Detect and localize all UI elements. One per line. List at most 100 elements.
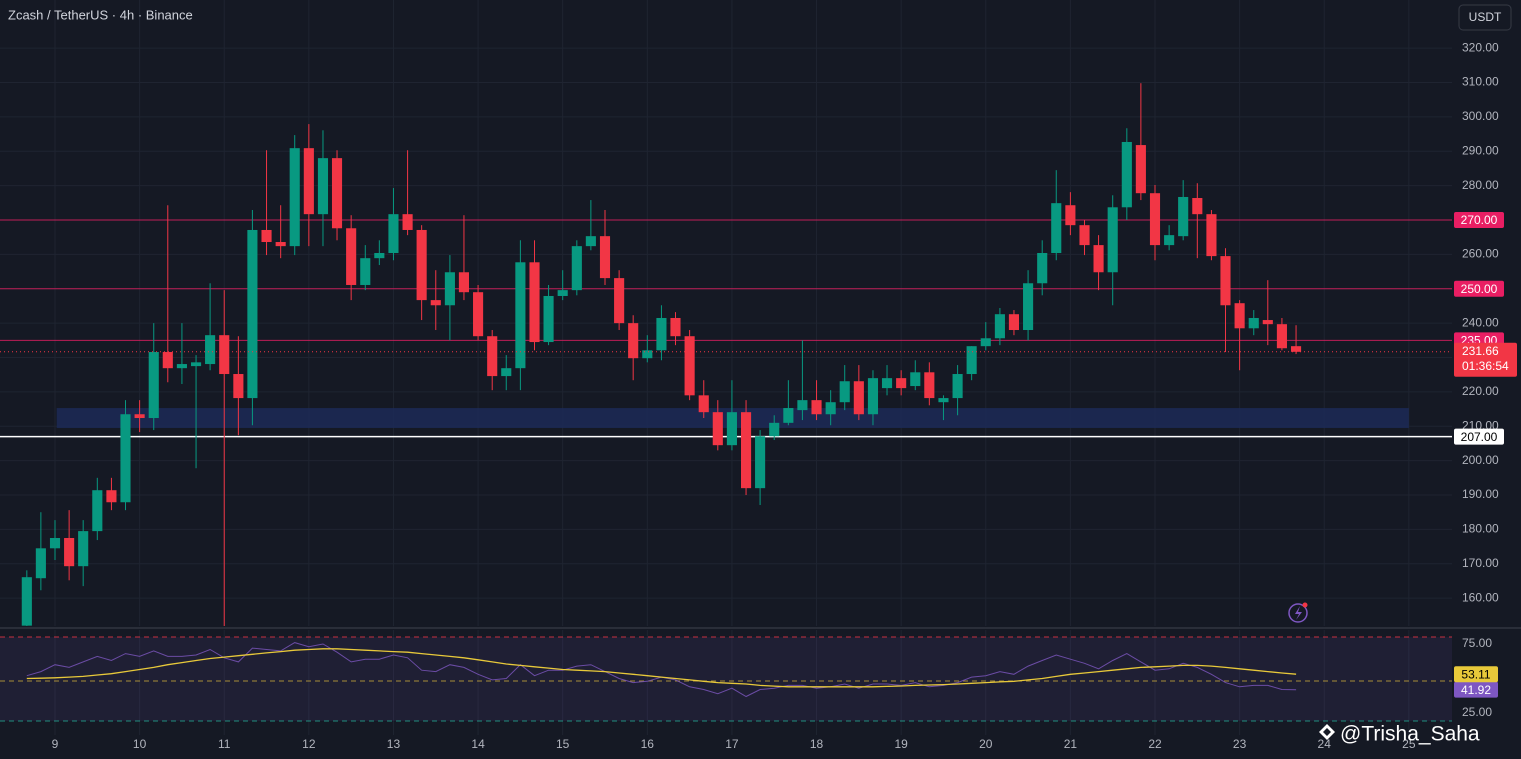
candle-body xyxy=(1220,256,1231,306)
candle-body xyxy=(473,292,484,337)
candle-body xyxy=(769,422,780,437)
candle-body xyxy=(1192,198,1203,215)
candle-body xyxy=(1178,196,1189,237)
candle-body xyxy=(444,272,455,306)
value-box xyxy=(1454,666,1498,683)
candle-body xyxy=(303,148,314,215)
candle-body xyxy=(92,490,103,532)
grid xyxy=(0,0,1452,735)
y-tick-label: 260.00 xyxy=(1462,247,1499,261)
candle-body xyxy=(1051,203,1062,254)
candle-body xyxy=(684,336,695,396)
y-tick-label: 170.00 xyxy=(1462,556,1499,570)
candle-body xyxy=(853,381,864,415)
candle-body xyxy=(924,372,935,399)
x-tick-label: 14 xyxy=(471,737,485,751)
candle-body xyxy=(529,262,540,343)
watermark-logo xyxy=(1319,724,1335,740)
y-tick-label: 280.00 xyxy=(1462,178,1499,192)
alert-icon[interactable] xyxy=(1288,603,1308,623)
value-label: 53.11 xyxy=(1461,667,1490,681)
x-tick-label: 22 xyxy=(1148,737,1162,751)
candle-body xyxy=(501,368,512,377)
candle-body xyxy=(190,362,202,367)
candle-body xyxy=(599,236,611,279)
candle-body xyxy=(966,346,977,375)
candle-body xyxy=(867,378,879,415)
candle-body xyxy=(360,258,371,285)
candle-body xyxy=(1121,141,1132,208)
y-tick-label: 160.00 xyxy=(1462,590,1499,604)
candle-body xyxy=(388,214,399,254)
candle-body xyxy=(726,412,737,446)
x-tick-label: 18 xyxy=(810,737,824,751)
y-tick-label: 320.00 xyxy=(1462,40,1499,54)
level-label-box xyxy=(1454,212,1504,229)
y-tick-label: 220.00 xyxy=(1462,384,1499,398)
candle-body xyxy=(346,228,357,285)
y-tick-label: 310.00 xyxy=(1462,75,1499,89)
candle-body xyxy=(458,272,470,293)
candle-body xyxy=(21,577,32,626)
last-price-box xyxy=(1454,342,1517,377)
chart-title: Zcash / TetherUS · 4h · Binance xyxy=(8,7,193,22)
candle-body xyxy=(430,300,441,306)
candle-body xyxy=(1079,225,1090,246)
candle-body xyxy=(176,364,187,369)
candle-body xyxy=(134,414,145,419)
candle-body xyxy=(402,214,413,230)
candle-body xyxy=(515,262,526,369)
candle-body xyxy=(289,148,300,247)
candle-body xyxy=(755,436,766,489)
level-label: 250.00 xyxy=(1461,282,1498,296)
x-tick-label: 25 xyxy=(1402,737,1416,751)
y-tick-label: 300.00 xyxy=(1462,109,1499,123)
candle-body xyxy=(1248,317,1259,329)
candle-body xyxy=(1164,235,1175,246)
candle-body xyxy=(839,381,850,403)
currency-label[interactable]: USDT xyxy=(1469,10,1502,24)
candle-body xyxy=(1262,320,1273,325)
candle-body xyxy=(1008,314,1020,331)
candle-body xyxy=(374,253,385,259)
price-pane: 160.00170.00180.00190.00200.00210.00220.… xyxy=(0,40,1517,626)
candle-body xyxy=(670,317,681,337)
candle-body xyxy=(1290,346,1302,352)
x-tick-label: 20 xyxy=(979,737,993,751)
y-tick-label: 240.00 xyxy=(1462,315,1499,329)
candle-body xyxy=(35,548,46,579)
candle-body xyxy=(614,278,625,324)
candle-body xyxy=(585,236,596,247)
candle-body xyxy=(543,295,554,343)
value-box xyxy=(1454,681,1498,698)
candle-body xyxy=(120,414,131,503)
level-label-box xyxy=(1454,280,1504,297)
candle-body xyxy=(162,352,173,369)
candle-body xyxy=(712,412,723,446)
candle-body xyxy=(64,537,75,567)
candle-body xyxy=(1107,207,1118,273)
last-price-label: 231.66 xyxy=(1462,344,1499,358)
candle-body xyxy=(1206,214,1217,257)
candle-body xyxy=(896,378,907,389)
y-tick-label: 290.00 xyxy=(1462,143,1499,157)
candle-body xyxy=(811,400,822,415)
candle-body xyxy=(642,350,653,359)
candle-body xyxy=(797,400,808,411)
candle-body xyxy=(952,374,963,399)
level-label: 207.00 xyxy=(1461,430,1498,444)
candle-body xyxy=(49,537,61,549)
candle-body xyxy=(78,531,89,567)
x-tick-label: 13 xyxy=(387,737,401,751)
candle-body xyxy=(783,408,794,423)
candle-body xyxy=(261,229,272,243)
currency-button[interactable] xyxy=(1458,4,1512,31)
candle-body xyxy=(656,317,667,351)
candle-body xyxy=(247,229,258,399)
candle-body xyxy=(571,246,582,291)
x-tick-label: 15 xyxy=(556,737,570,751)
candle-body xyxy=(219,335,230,375)
rsi-pane: 9 10 11 12 13 14 15 16 17 18 19 20 21 22 23 24 25 75.00 25… xyxy=(0,636,1498,751)
